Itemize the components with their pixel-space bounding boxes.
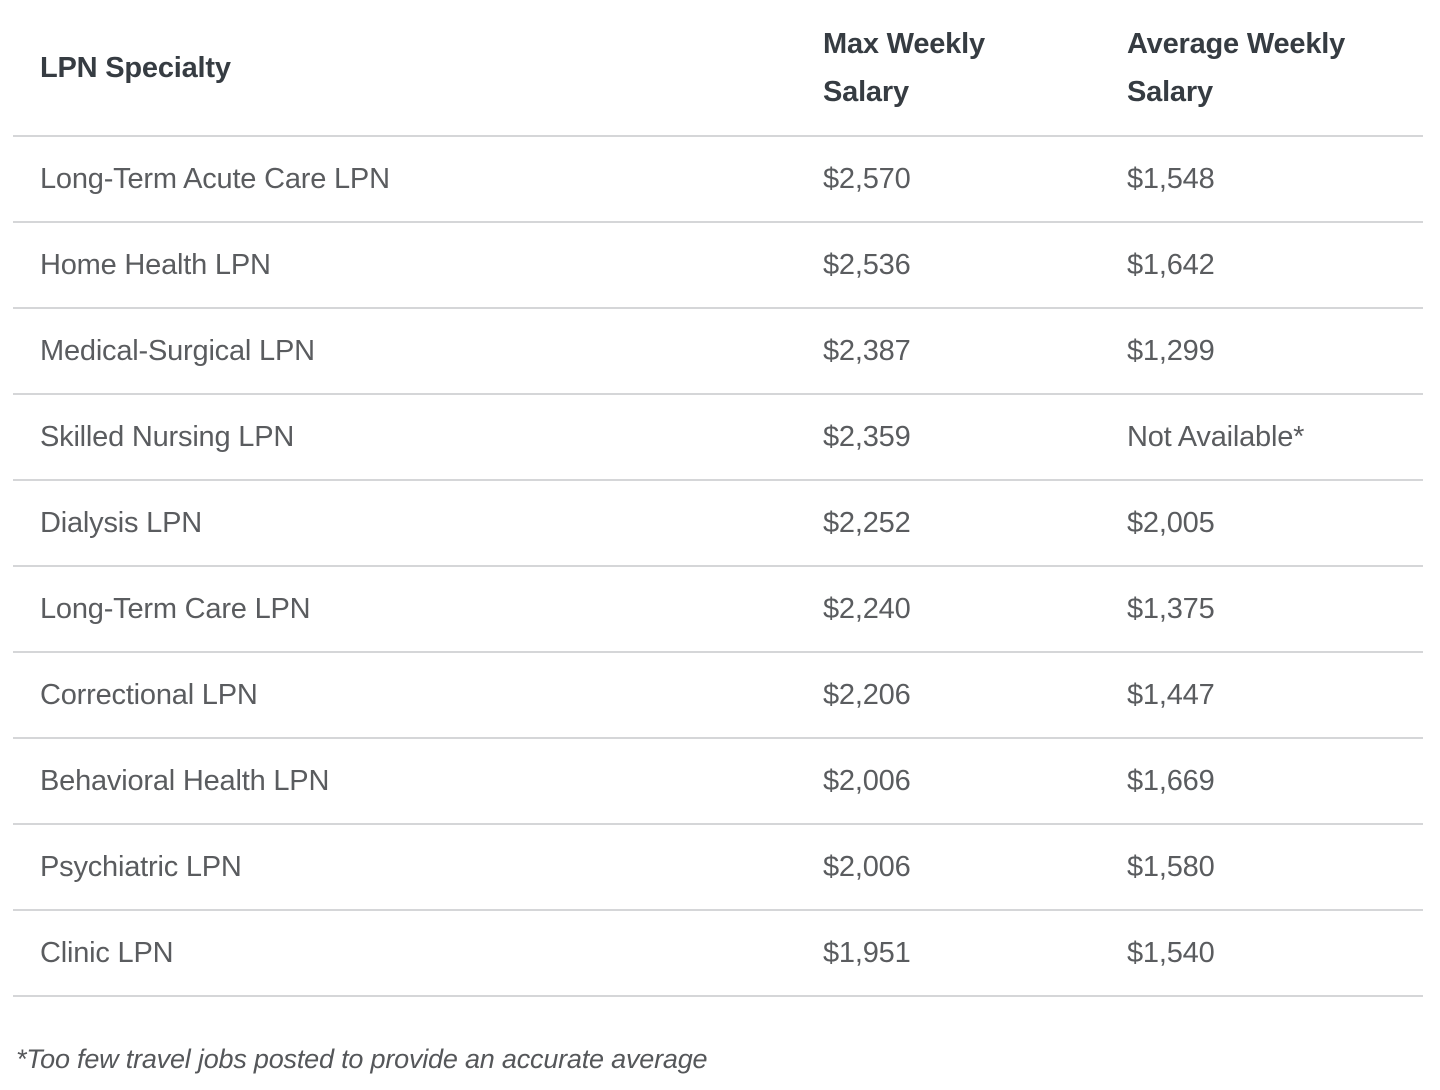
cell-average-weekly-salary: $1,642 bbox=[1100, 222, 1423, 309]
table-body: Long-Term Acute Care LPN $2,570 $1,548 Home… bbox=[13, 136, 1423, 997]
cell-max-weekly-salary: $2,570 bbox=[796, 136, 1100, 223]
cell-average-weekly-salary: $1,299 bbox=[1100, 308, 1423, 395]
cell-specialty: Correctional LPN bbox=[13, 652, 796, 739]
cell-specialty: Skilled Nursing LPN bbox=[13, 394, 796, 481]
cell-max-weekly-salary: $2,006 bbox=[796, 738, 1100, 825]
cell-specialty: Home Health LPN bbox=[13, 222, 796, 309]
cell-average-weekly-salary: $1,540 bbox=[1100, 910, 1423, 997]
cell-specialty: Dialysis LPN bbox=[13, 480, 796, 567]
footnote: *Too few travel jobs posted to provide a… bbox=[16, 1044, 708, 1074]
cell-specialty: Psychiatric LPN bbox=[13, 824, 796, 911]
table-row: Correctional LPN $2,206 $1,447 bbox=[13, 652, 1423, 739]
cell-average-weekly-salary: $2,005 bbox=[1100, 480, 1423, 567]
col-header-average-weekly-salary-label: Average Weekly Salary bbox=[1127, 27, 1346, 108]
cell-max-weekly-salary: $2,240 bbox=[796, 566, 1100, 653]
cell-specialty: Long-Term Acute Care LPN bbox=[13, 136, 796, 223]
cell-max-weekly-salary: $1,951 bbox=[796, 910, 1100, 997]
cell-max-weekly-salary: $2,536 bbox=[796, 222, 1100, 309]
col-header-max-weekly-salary-label: Max Weekly Salary bbox=[823, 27, 985, 108]
table-row: Clinic LPN $1,951 $1,540 bbox=[13, 910, 1423, 997]
col-header-average-weekly-salary: Average Weekly Salary bbox=[1100, 0, 1423, 137]
cell-max-weekly-salary: $2,252 bbox=[796, 480, 1100, 567]
cell-max-weekly-salary: $2,206 bbox=[796, 652, 1100, 739]
salary-table: LPN Specialty Max Weekly Salary Average … bbox=[13, 0, 1423, 997]
header-row: LPN Specialty Max Weekly Salary Average … bbox=[13, 0, 1423, 137]
table-row: Medical-Surgical LPN $2,387 $1,299 bbox=[13, 308, 1423, 395]
salary-table-container: LPN Specialty Max Weekly Salary Average … bbox=[13, 0, 1423, 1075]
cell-specialty: Medical-Surgical LPN bbox=[13, 308, 796, 395]
cell-specialty: Clinic LPN bbox=[13, 910, 796, 997]
table-row: Behavioral Health LPN $2,006 $1,669 bbox=[13, 738, 1423, 825]
cell-average-weekly-salary: $1,580 bbox=[1100, 824, 1423, 911]
cell-average-weekly-salary: $1,669 bbox=[1100, 738, 1423, 825]
col-header-max-weekly-salary: Max Weekly Salary bbox=[796, 0, 1100, 137]
cell-max-weekly-salary: $2,006 bbox=[796, 824, 1100, 911]
cell-average-weekly-salary: $1,375 bbox=[1100, 566, 1423, 653]
cell-specialty: Long-Term Care LPN bbox=[13, 566, 796, 653]
cell-max-weekly-salary: $2,387 bbox=[796, 308, 1100, 395]
table-row: Home Health LPN $2,536 $1,642 bbox=[13, 222, 1423, 309]
table-row: Psychiatric LPN $2,006 $1,580 bbox=[13, 824, 1423, 911]
col-header-specialty-label: LPN Specialty bbox=[40, 51, 231, 84]
cell-average-weekly-salary: $1,548 bbox=[1100, 136, 1423, 223]
table-row: Skilled Nursing LPN $2,359 Not Available* bbox=[13, 394, 1423, 481]
cell-average-weekly-salary: Not Available* bbox=[1100, 394, 1423, 481]
cell-specialty: Behavioral Health LPN bbox=[13, 738, 796, 825]
col-header-specialty: LPN Specialty bbox=[13, 0, 796, 137]
table-row: Dialysis LPN $2,252 $2,005 bbox=[13, 480, 1423, 567]
table-row: Long-Term Care LPN $2,240 $1,375 bbox=[13, 566, 1423, 653]
cell-max-weekly-salary: $2,359 bbox=[796, 394, 1100, 481]
table-row: Long-Term Acute Care LPN $2,570 $1,548 bbox=[13, 136, 1423, 223]
cell-average-weekly-salary: $1,447 bbox=[1100, 652, 1423, 739]
